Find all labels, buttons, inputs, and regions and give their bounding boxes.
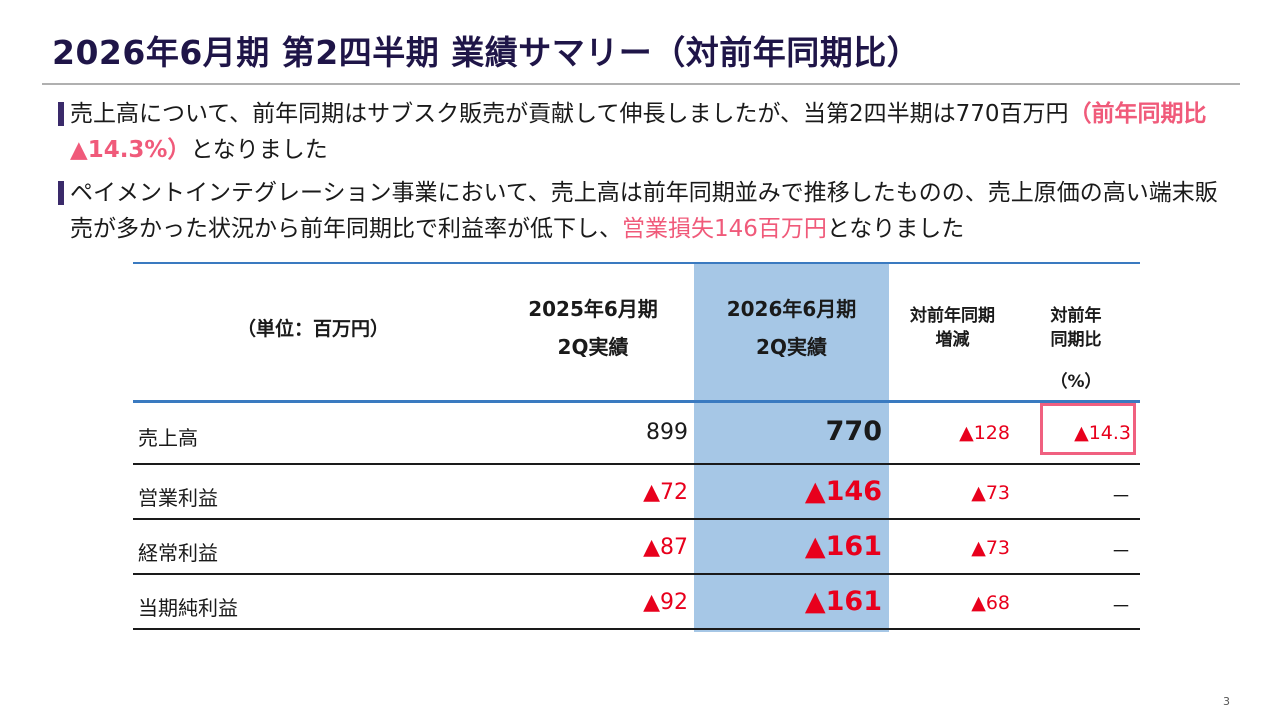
bullet-revenue: 売上高について、前年同期はサブスク販売が貢献して伸長しましたが、当第2四半期は7… [58, 96, 1228, 168]
page-number: 3 [1223, 695, 1230, 708]
row-label-revenue: 売上高 [138, 426, 198, 450]
ratio-callout-box [1040, 403, 1136, 455]
page-title: 2026年6月期 第2四半期 業績サマリー（対前年同期比） [52, 33, 921, 72]
bullet-text: となりました [826, 216, 965, 242]
title-divider [42, 83, 1240, 85]
cell-ordinary-curr: ▲161 [804, 531, 882, 562]
row-label-net-income: 当期純利益 [138, 596, 238, 620]
row-label-ordinary-income: 経常利益 [138, 541, 218, 565]
cell-revenue-prev: 899 [646, 420, 688, 445]
cell-operating-curr: ▲146 [804, 476, 882, 507]
cell-operating-ratio: － [1111, 484, 1131, 508]
unit-label: （単位：百万円） [236, 318, 389, 340]
header-ratio-line1: 対前年 [1050, 306, 1102, 326]
bullet-marker [58, 102, 64, 126]
row-rule [133, 463, 1140, 465]
results-table: （単位：百万円） 2025年6月期 2Q実績 2026年6月期 2Q実績 対前年… [133, 262, 1140, 632]
current-period-highlight [694, 262, 889, 632]
header-curr-line2: 2Q実績 [756, 335, 827, 359]
cell-revenue-curr: 770 [825, 416, 882, 447]
header-prev-line1: 2025年6月期 [528, 297, 658, 321]
cell-ordinary-prev: ▲87 [643, 535, 688, 560]
table-top-rule [133, 262, 1140, 264]
bullet-highlight: 営業損失146百万円 [622, 216, 827, 242]
header-curr-line1: 2026年6月期 [726, 297, 857, 321]
cell-net-ratio: － [1111, 594, 1131, 618]
cell-net-curr: ▲161 [804, 586, 882, 617]
bullet-marker [58, 181, 64, 205]
header-rule [133, 400, 1140, 403]
header-ratio-line2: 同期比 [1050, 330, 1102, 350]
bullet-highlight: （前年同期比▲14.3%） [70, 101, 1207, 163]
cell-net-prev: ▲92 [643, 590, 688, 615]
row-rule [133, 518, 1140, 520]
bullet-text: となりました [190, 137, 328, 163]
row-label-operating-income: 営業利益 [138, 486, 218, 510]
header-diff-line1: 対前年同期 [910, 306, 995, 326]
bullet-text: ペイメントインテグレーション事業において、売上高は前年同期並みで推移したものの、… [70, 180, 1218, 242]
cell-operating-prev: ▲72 [643, 480, 688, 505]
cell-revenue-ratio: ▲14.3 [1074, 422, 1131, 444]
cell-net-diff: ▲68 [971, 592, 1010, 614]
cell-ordinary-diff: ▲73 [971, 537, 1010, 559]
row-rule [133, 628, 1140, 630]
header-diff-line2: 増減 [935, 330, 970, 350]
bullet-text: 売上高について、前年同期はサブスク販売が貢献して伸長しましたが、当第2四半期は7… [70, 101, 1069, 127]
header-ratio-line3: （%） [1050, 372, 1102, 392]
row-rule [133, 573, 1140, 575]
cell-ordinary-ratio: － [1111, 539, 1131, 563]
header-prev-line2: 2Q実績 [557, 335, 629, 359]
cell-operating-diff: ▲73 [971, 482, 1010, 504]
cell-revenue-diff: ▲128 [959, 422, 1010, 444]
bullet-operating-loss: ペイメントインテグレーション事業において、売上高は前年同期並みで推移したものの、… [58, 175, 1228, 247]
